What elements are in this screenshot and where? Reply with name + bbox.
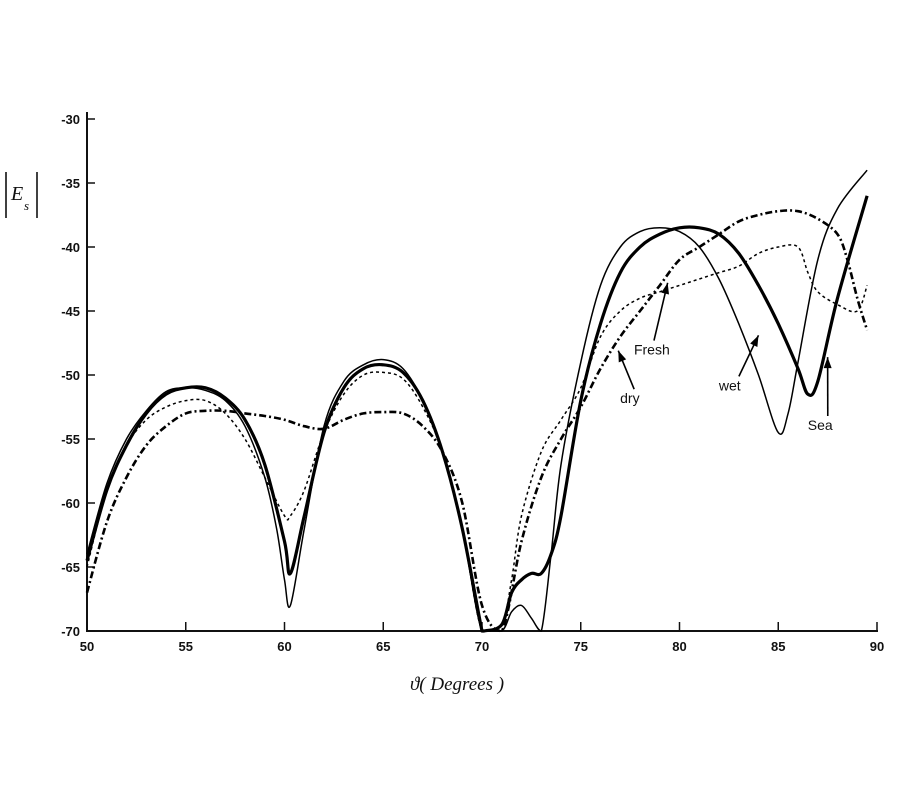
y-axis-label: E s bbox=[5, 172, 38, 218]
y-axis-label-E: E bbox=[10, 183, 23, 205]
arrowhead-icon bbox=[823, 357, 832, 369]
x-tick-label: 75 bbox=[574, 639, 588, 654]
x-tick-label: 90 bbox=[870, 639, 884, 654]
y-ticks: -30 -35 -40 -45 -50 -55 -60 -65 -70 bbox=[61, 112, 95, 639]
y-tick-label: -40 bbox=[61, 240, 80, 255]
x-tick-label: 85 bbox=[771, 639, 785, 654]
y-tick-label: -30 bbox=[61, 112, 80, 127]
annotation-label-dry: dry bbox=[620, 390, 639, 406]
series-line-sea bbox=[85, 195, 869, 633]
series-annotations: Fresh dry wet Sea bbox=[617, 282, 833, 433]
data-series bbox=[85, 169, 869, 633]
series-line-fresh bbox=[86, 244, 868, 632]
x-tick-label: 70 bbox=[475, 639, 489, 654]
annotation-label-sea: Sea bbox=[808, 417, 833, 433]
x-tick-label: 55 bbox=[179, 639, 193, 654]
y-tick-label: -35 bbox=[61, 176, 80, 191]
x-ticks: 50 55 60 65 70 75 80 85 90 bbox=[80, 622, 884, 654]
y-tick-label: -70 bbox=[61, 624, 80, 639]
x-tick-label: 65 bbox=[376, 639, 390, 654]
annotation-label-wet: wet bbox=[718, 377, 741, 393]
annotation-label-fresh: Fresh bbox=[634, 342, 670, 358]
x-tick-label: 50 bbox=[80, 639, 94, 654]
axes bbox=[86, 112, 878, 632]
x-axis-label: ϑ( Degrees ) bbox=[410, 674, 504, 695]
y-tick-label: -65 bbox=[61, 560, 80, 575]
x-tick-label: 80 bbox=[672, 639, 686, 654]
y-tick-label: -55 bbox=[61, 432, 80, 447]
series-line-dry bbox=[85, 209, 869, 633]
y-tick-label: -60 bbox=[61, 496, 80, 511]
arrowhead-icon bbox=[661, 282, 670, 295]
y-axis-label-subscript: s bbox=[24, 198, 29, 213]
x-tick-label: 60 bbox=[277, 639, 291, 654]
y-tick-label: -45 bbox=[61, 304, 80, 319]
arrowhead-icon bbox=[618, 350, 627, 363]
series-line-wet bbox=[86, 169, 868, 632]
arrowhead-icon bbox=[750, 335, 759, 347]
y-tick-label: -50 bbox=[61, 368, 80, 383]
